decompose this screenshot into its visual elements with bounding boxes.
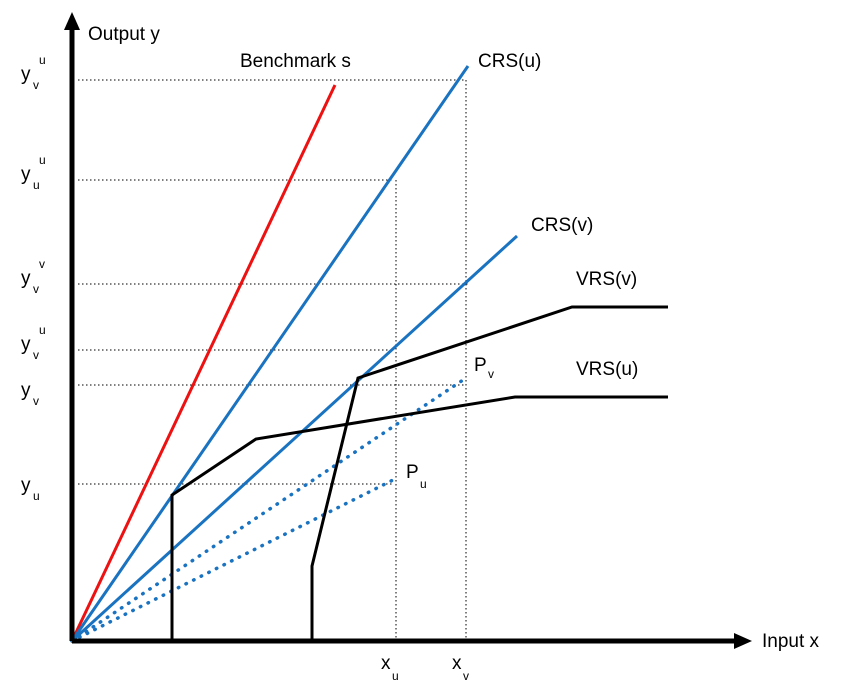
x-tick-base: x	[452, 653, 462, 674]
y-tick-0: y v u	[21, 53, 46, 92]
guide-lines	[78, 79, 469, 641]
vrs-v-label: VRS(v)	[576, 269, 637, 290]
crs-u-label: CRS(u)	[478, 51, 541, 72]
y-tick-2: y v v	[21, 257, 45, 296]
x-tick-xu: x u	[381, 653, 399, 683]
y-tick-sub: v	[33, 282, 39, 296]
y-tick-base: y	[21, 475, 31, 496]
y-tick-sub: v	[33, 78, 39, 92]
y-tick-base: y	[21, 268, 31, 289]
x-tick-base: x	[381, 653, 391, 674]
axes	[64, 12, 752, 649]
crs-v-label: CRS(v)	[531, 215, 593, 236]
pv-label-base: P	[474, 355, 487, 376]
pv-label: P v	[474, 355, 494, 381]
y-axis-label: Output y	[88, 24, 160, 45]
y-tick-base: y	[21, 334, 31, 355]
y-tick-sub: v	[33, 394, 39, 408]
ray-to-pv	[70, 376, 468, 643]
vrs-u-label: VRS(u)	[576, 359, 638, 380]
y-tick-sup: v	[39, 257, 45, 271]
pu-label-base: P	[406, 462, 419, 483]
pu-label: P u	[406, 462, 427, 491]
y-tick-sup: u	[39, 323, 46, 337]
y-tick-sup: u	[39, 153, 46, 167]
y-tick-sub: u	[33, 178, 40, 192]
y-tick-sub: u	[33, 489, 40, 503]
y-tick-base: y	[21, 64, 31, 85]
pu-label-sub: u	[420, 477, 427, 491]
y-tick-3: y v u	[21, 323, 46, 362]
p-rays	[70, 376, 468, 643]
y-tick-base: y	[21, 164, 31, 185]
y-axis-arrowhead	[64, 12, 80, 30]
y-tick-sub: v	[33, 348, 39, 362]
x-tick-sub: v	[463, 669, 469, 683]
x-axis-arrowhead	[734, 633, 752, 649]
vrs-v-curve	[310, 305, 668, 641]
benchmark-label: Benchmark s	[240, 51, 351, 72]
crs-v-line	[70, 234, 519, 643]
ray-to-pu	[70, 478, 395, 643]
x-tick-xv: x v	[452, 653, 469, 683]
crs-u-line	[70, 65, 470, 642]
benchmark-line	[70, 84, 337, 642]
y-tick-sup: u	[39, 53, 46, 67]
vrs-u-curve	[170, 395, 668, 641]
y-tick-4: y v	[21, 380, 39, 408]
y-tick-5: y u	[21, 475, 40, 503]
x-tick-sub: u	[392, 669, 399, 683]
y-tick-base: y	[21, 380, 31, 401]
x-axis-label: Input x	[762, 631, 820, 652]
pv-label-sub: v	[488, 367, 494, 381]
y-tick-1: y u u	[21, 153, 46, 192]
